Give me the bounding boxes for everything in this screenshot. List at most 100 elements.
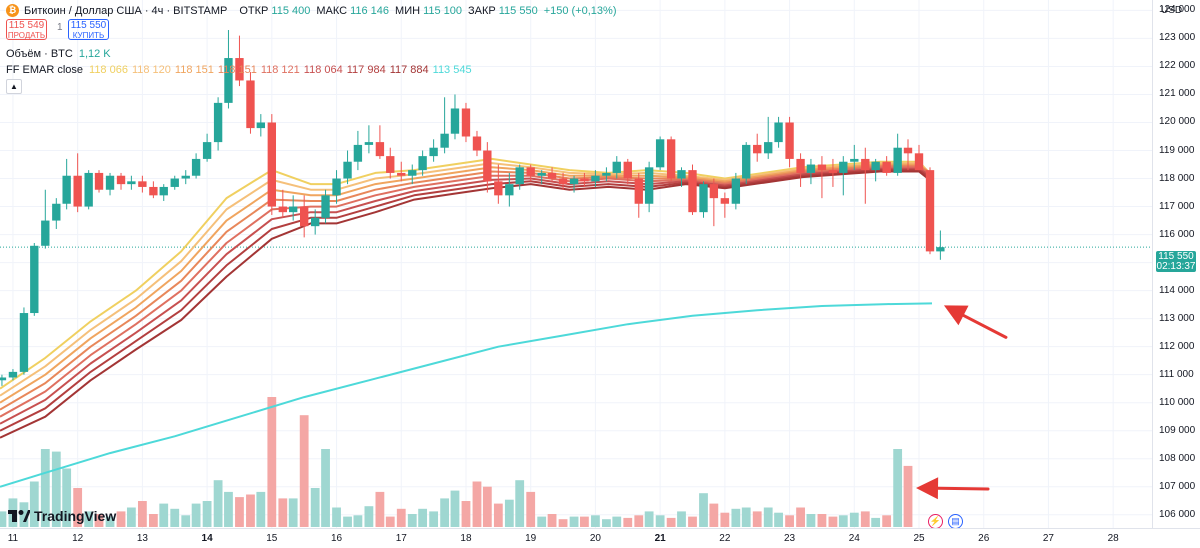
- symbol-title[interactable]: Биткоин / Доллар США · 4ч · BITSTAMP: [24, 4, 228, 17]
- candle-body: [871, 161, 880, 171]
- volume-bar: [126, 507, 136, 527]
- volume-bar: [299, 415, 309, 527]
- price-tick: 106 000: [1159, 508, 1196, 520]
- price-tick: 121 000: [1159, 88, 1196, 100]
- volume-bar: [429, 511, 439, 527]
- volume-bar: [353, 515, 363, 527]
- volume-bar: [817, 514, 827, 527]
- symbol-legend[interactable]: ₿ Биткоин / Доллар США · 4ч · BITSTAMP О…: [6, 4, 622, 17]
- volume-bar: [213, 480, 223, 527]
- volume-bar: [0, 511, 7, 527]
- chart-plot-area[interactable]: ₿ Биткоин / Доллар США · 4ч · BITSTAMP О…: [0, 0, 1152, 528]
- ema-line: [0, 302, 933, 488]
- candle-body: [461, 108, 471, 137]
- candle-body: [785, 122, 794, 159]
- candle-body: [720, 198, 730, 204]
- volume-bar: [461, 501, 471, 527]
- price-tick: 120 000: [1159, 116, 1196, 128]
- candle-body: [580, 178, 589, 182]
- time-tick: 16: [330, 533, 343, 544]
- candle-body: [623, 161, 632, 179]
- time-tick: 12: [72, 533, 84, 544]
- candle-body: [903, 147, 913, 154]
- sell-button[interactable]: 115 549 ПРОДАТЬ: [6, 19, 47, 40]
- candle-body: [343, 161, 352, 179]
- candle-body: [41, 220, 50, 246]
- volume-bar: [148, 514, 158, 527]
- sell-price: 115 549: [8, 20, 45, 31]
- volume-bar: [666, 517, 676, 527]
- candle-body: [828, 170, 838, 173]
- price-tick: 109 000: [1159, 424, 1196, 436]
- candle-body: [644, 167, 654, 204]
- low-value: 115 100: [423, 4, 463, 17]
- candle-body: [408, 170, 417, 176]
- currency-label[interactable]: USD: [1161, 5, 1183, 16]
- volume-bar: [235, 497, 244, 527]
- change-value: +150 (+0,13%): [543, 4, 617, 17]
- price-tick: 108 000: [1159, 452, 1196, 464]
- volume-bar: [482, 486, 492, 527]
- candle-body: [170, 178, 179, 187]
- candle-body: [127, 181, 136, 185]
- volume-bar: [116, 511, 126, 527]
- volume-legend[interactable]: Объём · BTC 1,12 K: [6, 48, 117, 60]
- volume-bar: [591, 515, 600, 527]
- candle-body: [191, 158, 201, 176]
- volume-bar: [94, 514, 104, 527]
- volume-bar: [688, 516, 697, 527]
- volume-bar: [62, 468, 72, 527]
- ema-legend[interactable]: FF EMAR close 118 066 118 120 118 151 11…: [6, 64, 476, 76]
- candle-body: [149, 186, 158, 196]
- time-tick: 22: [719, 533, 731, 544]
- close-value: 115 550: [498, 4, 538, 17]
- volume-bar: [644, 511, 654, 527]
- legend-collapse-button[interactable]: ▲: [6, 79, 22, 94]
- volume-bar: [720, 512, 730, 527]
- candle-body: [925, 170, 935, 252]
- candle-body: [936, 247, 945, 252]
- candle-body: [224, 58, 233, 103]
- candle-body: [699, 184, 708, 213]
- volume-bar: [774, 512, 783, 527]
- volume-bar: [537, 516, 547, 527]
- time-tick: 27: [1042, 533, 1054, 544]
- volume-bar: [569, 516, 579, 527]
- ema-value-5: 118 121: [260, 64, 300, 76]
- time-tick: 26: [978, 533, 990, 544]
- volume-label: Объём · BTC: [6, 48, 73, 60]
- candle-body: [602, 172, 611, 176]
- candle-body: [591, 175, 600, 182]
- us-flag-event-icon[interactable]: ▤: [948, 514, 963, 528]
- time-scale[interactable]: 11 12 13 14 15 16 17 18 19 20 21 22 23 24 25 26 27 28: [0, 528, 1200, 548]
- lightning-event-icon[interactable]: ⚡: [928, 514, 943, 528]
- ema-value-9: 113 545: [432, 64, 472, 76]
- price-tick: 113 000: [1159, 312, 1195, 324]
- ema-value-7: 117 984: [346, 64, 386, 76]
- tradingview-logo: TradingView: [8, 508, 116, 524]
- volume-bar: [321, 449, 330, 527]
- candle-body: [94, 172, 104, 190]
- volume-bar: [159, 503, 169, 527]
- chart-canvas[interactable]: [0, 0, 1152, 528]
- time-tick: 24: [848, 533, 860, 544]
- candle-body: [321, 195, 330, 218]
- volume-bar: [699, 493, 708, 527]
- buy-button[interactable]: 115 550 КУПИТЬ: [68, 19, 109, 40]
- volume-bar: [871, 517, 881, 527]
- volume-bar: [73, 488, 83, 527]
- ema-value-2: 118 120: [131, 64, 171, 76]
- volume-bar: [558, 519, 568, 527]
- red-arrow-annotation: [916, 477, 990, 500]
- candle-body: [8, 371, 18, 378]
- candle-body: [440, 133, 449, 148]
- volume-bar: [634, 515, 644, 527]
- ema-label: FF EMAR close: [6, 64, 84, 76]
- volume-bar: [418, 508, 428, 527]
- buy-label: КУПИТЬ: [72, 31, 105, 40]
- candle-body: [547, 172, 557, 179]
- volume-bar: [170, 508, 180, 527]
- price-tick: 114 000: [1159, 284, 1195, 296]
- volume-bar: [741, 507, 751, 527]
- volume-bar: [838, 515, 848, 527]
